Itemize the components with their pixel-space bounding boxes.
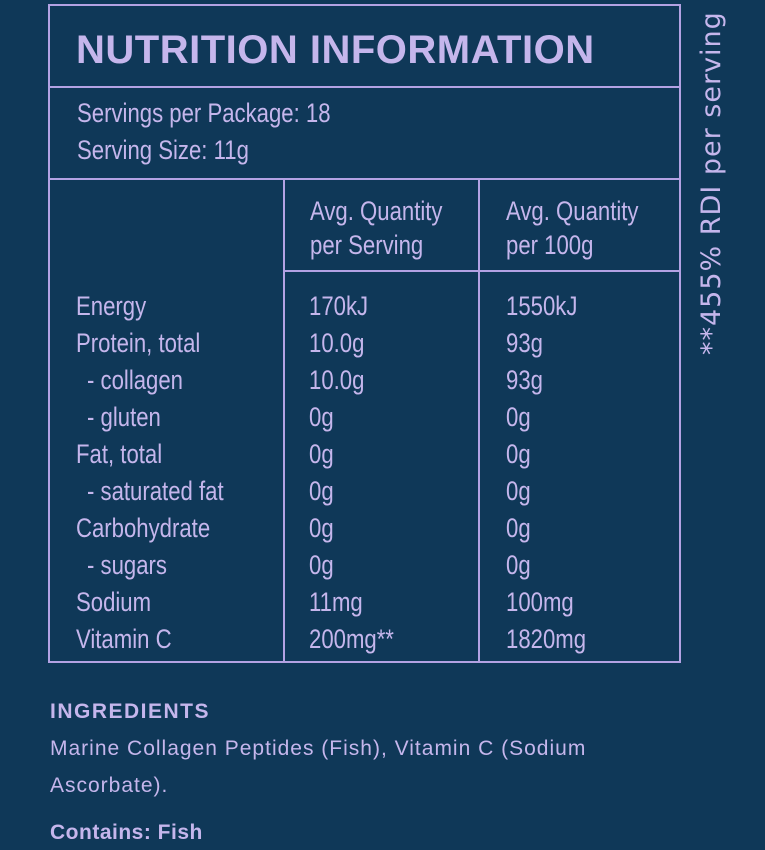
table-row: - saturated fat 0g 0g [50, 473, 679, 510]
table-row: Vitamin C 200mg** 1820mg [50, 621, 679, 658]
servings-info: Servings per Package: 18 Serving Size: 1… [50, 88, 679, 180]
nutrient-name: Sodium [76, 587, 152, 617]
table-row: Fat, total 0g 0g [50, 436, 679, 473]
per-100g-value: 0g [506, 513, 531, 543]
per-serving-header-line1: Avg. Quantity [310, 196, 443, 226]
per-serving-value: 0g [309, 550, 334, 580]
per-serving-value: 0g [309, 439, 334, 469]
nutrition-panel: NUTRITION INFORMATION Servings per Packa… [48, 4, 681, 663]
per-serving-value: 10.0g [309, 328, 365, 358]
table-row: Protein, total 10.0g 93g [50, 325, 679, 362]
allergen-statement: Contains: Fish [50, 821, 203, 844]
per-serving-value: 0g [309, 513, 334, 543]
per-serving-header: Avg. Quantity per Serving [310, 194, 443, 262]
header-divider [283, 270, 681, 272]
table-row: Carbohydrate 0g 0g [50, 510, 679, 547]
column-divider-1 [283, 180, 285, 663]
nutrient-name: Energy [76, 291, 147, 321]
table-row: Energy 170kJ 1550kJ [50, 288, 679, 325]
nutrient-name: Fat, total [76, 439, 163, 469]
per-100g-value: 0g [506, 550, 531, 580]
per-serving-value: 11mg [309, 587, 363, 617]
nutrient-table: Energy 170kJ 1550kJ Protein, total 10.0g… [50, 288, 679, 658]
nutrient-name: - gluten [87, 402, 161, 432]
per-100g-header-line2: per 100g [506, 230, 594, 260]
per-serving-value: 170kJ [309, 291, 369, 321]
per-100g-value: 93g [506, 328, 543, 358]
nutrient-name: - collagen [87, 365, 184, 395]
ingredients-text: Marine Collagen Peptides (Fish), Vitamin… [50, 737, 587, 797]
table-row: - collagen 10.0g 93g [50, 362, 679, 399]
table-row: - gluten 0g 0g [50, 399, 679, 436]
per-100g-header: Avg. Quantity per 100g [506, 194, 639, 262]
per-100g-value: 0g [506, 402, 531, 432]
per-serving-value: 200mg** [309, 624, 394, 654]
servings-per-package: Servings per Package: 18 [77, 98, 331, 128]
rdi-footnote: **455% RDI per serving [696, 11, 727, 355]
per-100g-value: 0g [506, 439, 531, 469]
per-100g-value: 93g [506, 365, 543, 395]
panel-title: NUTRITION INFORMATION [76, 28, 595, 72]
nutrient-name: Carbohydrate [76, 513, 211, 543]
per-serving-value: 10.0g [309, 365, 365, 395]
nutrient-name: - sugars [87, 550, 167, 580]
nutrient-name: Protein, total [76, 328, 201, 358]
nutrient-name: - saturated fat [87, 476, 224, 506]
per-100g-value: 0g [506, 476, 531, 506]
ingredients-heading: INGREDIENTS [50, 700, 211, 723]
per-100g-value: 1550kJ [506, 291, 578, 321]
serving-size: Serving Size: 11g [77, 135, 249, 165]
per-serving-header-line2: per Serving [310, 230, 424, 260]
column-divider-2 [478, 180, 480, 663]
per-100g-value: 100mg [506, 587, 574, 617]
per-serving-value: 0g [309, 476, 334, 506]
per-100g-value: 1820mg [506, 624, 587, 654]
table-row: Sodium 11mg 100mg [50, 584, 679, 621]
nutrient-name: Vitamin C [76, 624, 172, 654]
per-100g-header-line1: Avg. Quantity [506, 196, 639, 226]
table-row: - sugars 0g 0g [50, 547, 679, 584]
title-row: NUTRITION INFORMATION [50, 6, 679, 88]
per-serving-value: 0g [309, 402, 334, 432]
